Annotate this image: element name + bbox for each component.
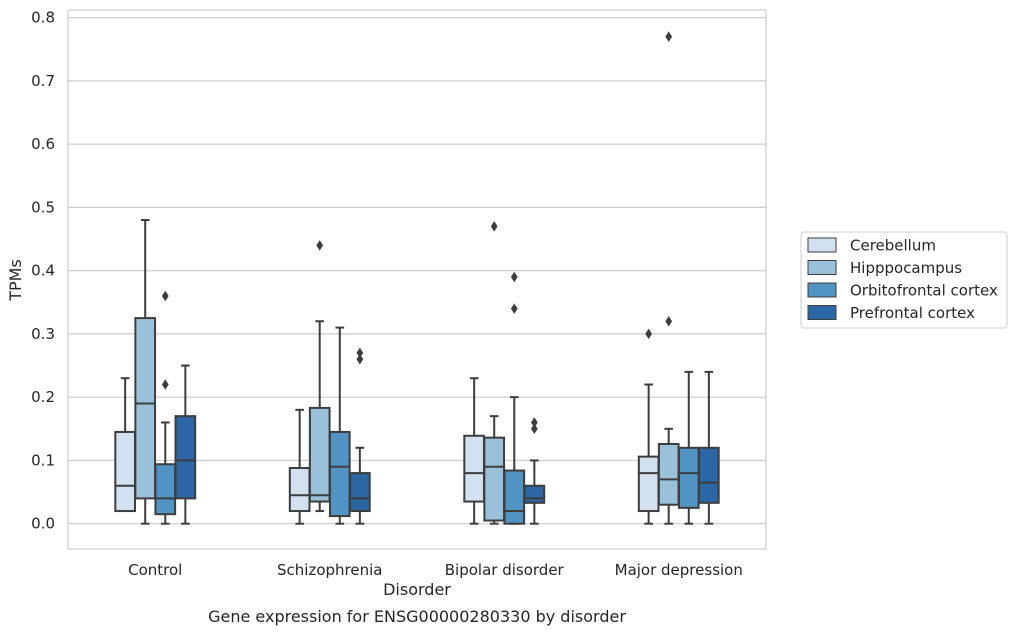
box-body xyxy=(174,415,197,500)
box-body xyxy=(523,484,546,504)
legend-swatch xyxy=(807,260,837,275)
box-hipppocampus xyxy=(657,427,680,525)
box-body xyxy=(503,469,526,525)
y-tick-label: 0.3 xyxy=(31,325,55,343)
box-body xyxy=(483,436,506,522)
box-prefrontal-cortex xyxy=(698,370,720,525)
outlier-point xyxy=(490,221,498,232)
plot-frame xyxy=(67,9,767,550)
x-tick-label: Control xyxy=(128,561,182,579)
box-hipppocampus xyxy=(134,219,157,525)
box-prefrontal-cortex xyxy=(349,446,371,525)
x-axis-title: Disorder xyxy=(383,580,451,599)
box-body xyxy=(114,430,136,513)
outlier-point xyxy=(665,316,673,327)
box-body xyxy=(463,434,485,503)
outlier-point xyxy=(665,31,673,42)
outlier-point xyxy=(316,240,324,251)
y-tick-label: 0.1 xyxy=(31,451,55,469)
legend-label: Cerebellum xyxy=(850,237,936,255)
box-body xyxy=(288,467,311,513)
box-cerebellum xyxy=(463,377,485,525)
outlier-point xyxy=(356,353,364,365)
legend-frame xyxy=(800,231,1008,329)
box-body xyxy=(134,317,157,500)
x-tick-labels: Control Schizophrenia Bipolar disorder Majo… xyxy=(128,561,743,579)
boxes xyxy=(114,219,720,525)
y-tick-label: 0.2 xyxy=(31,388,55,406)
box-cerebellum xyxy=(288,408,311,525)
box-hipppocampus xyxy=(483,415,506,525)
x-tick-label: Bipolar disorder xyxy=(445,561,565,579)
y-tick-label: 0.8 xyxy=(31,9,55,27)
y-tick-labels: 0.0 0.1 0.2 0.3 0.4 0.5 0.6 0.7 0.8 xyxy=(31,9,55,533)
box-body xyxy=(637,455,660,513)
x-tick-label: Major depression xyxy=(615,561,743,579)
outlier-point xyxy=(161,379,169,390)
box-body xyxy=(349,472,371,513)
box-prefrontal-cortex xyxy=(523,459,546,525)
box-body xyxy=(154,463,177,516)
outlier-point xyxy=(530,423,538,435)
y-tick-label: 0.6 xyxy=(31,135,55,153)
box-cerebellum xyxy=(114,377,136,513)
box-prefrontal-cortex xyxy=(174,364,197,525)
outlier-point xyxy=(645,328,653,340)
legend-swatch xyxy=(807,237,837,253)
chart-title: Gene expression for ENSG00000280330 by d… xyxy=(208,607,626,626)
outlier-point xyxy=(510,303,518,314)
legend-label: Prefrontal cortex xyxy=(850,304,975,322)
box-orbitofrontal-cortex xyxy=(154,421,177,525)
box-orbitofrontal-cortex xyxy=(677,370,700,525)
x-tick-label: Schizophrenia xyxy=(277,561,382,579)
outlier-point xyxy=(356,347,364,359)
outliers xyxy=(161,31,673,435)
outlier-point xyxy=(510,271,518,283)
box-body xyxy=(308,406,331,503)
legend: Cerebellum Hipppocampus Orbitofrontal cort… xyxy=(800,231,1008,329)
legend-label: Hipppocampus xyxy=(850,259,962,277)
box-body xyxy=(657,442,680,506)
y-tick-label: 0.4 xyxy=(31,262,55,280)
y-tick-label: 0.0 xyxy=(31,515,55,533)
box-body xyxy=(328,430,351,518)
box-hipppocampus xyxy=(308,320,331,513)
legend-swatch xyxy=(807,282,837,298)
y-axis-title: TPMs xyxy=(6,259,25,302)
outlier-point xyxy=(530,417,538,428)
legend-label: Orbitofrontal cortex xyxy=(850,282,998,300)
y-tick-label: 0.7 xyxy=(31,72,55,90)
box-orbitofrontal-cortex xyxy=(328,326,351,525)
box-cerebellum xyxy=(637,383,660,525)
box-orbitofrontal-cortex xyxy=(503,396,526,525)
legend-swatch xyxy=(807,305,837,320)
y-tick-label: 0.5 xyxy=(31,198,55,216)
box-body xyxy=(698,446,720,504)
outlier-point xyxy=(161,290,169,302)
box-body xyxy=(677,446,700,509)
